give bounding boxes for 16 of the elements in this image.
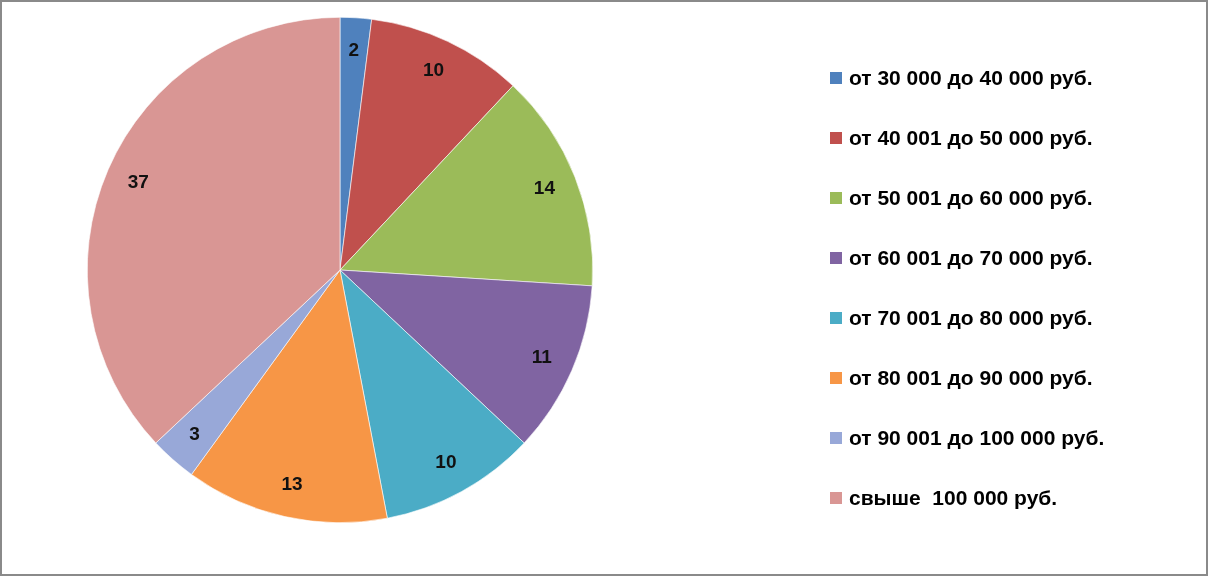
legend-label: от 80 001 до 90 000 руб. [849, 365, 1093, 389]
legend-label: от 40 001 до 50 000 руб. [849, 125, 1093, 149]
data-label: 3 [189, 423, 200, 445]
data-label: 10 [423, 59, 445, 81]
legend-label: от 50 001 до 60 000 руб. [849, 185, 1093, 209]
data-label: 2 [348, 38, 360, 60]
legend-label: от 90 001 до 100 000 руб. [849, 425, 1105, 449]
legend-label: от 60 001 до 70 000 руб. [849, 245, 1093, 269]
data-label: 13 [281, 472, 303, 494]
legend-label: свыше 100 000 руб. [849, 485, 1058, 509]
legend-label: от 70 001 до 80 000 руб. [849, 305, 1093, 329]
data-label: 37 [127, 170, 149, 192]
data-label: 14 [533, 177, 556, 199]
data-label: 11 [531, 345, 553, 367]
legend-label: от 30 000 до 40 000 руб. [849, 65, 1093, 89]
data-label: 10 [435, 450, 457, 472]
